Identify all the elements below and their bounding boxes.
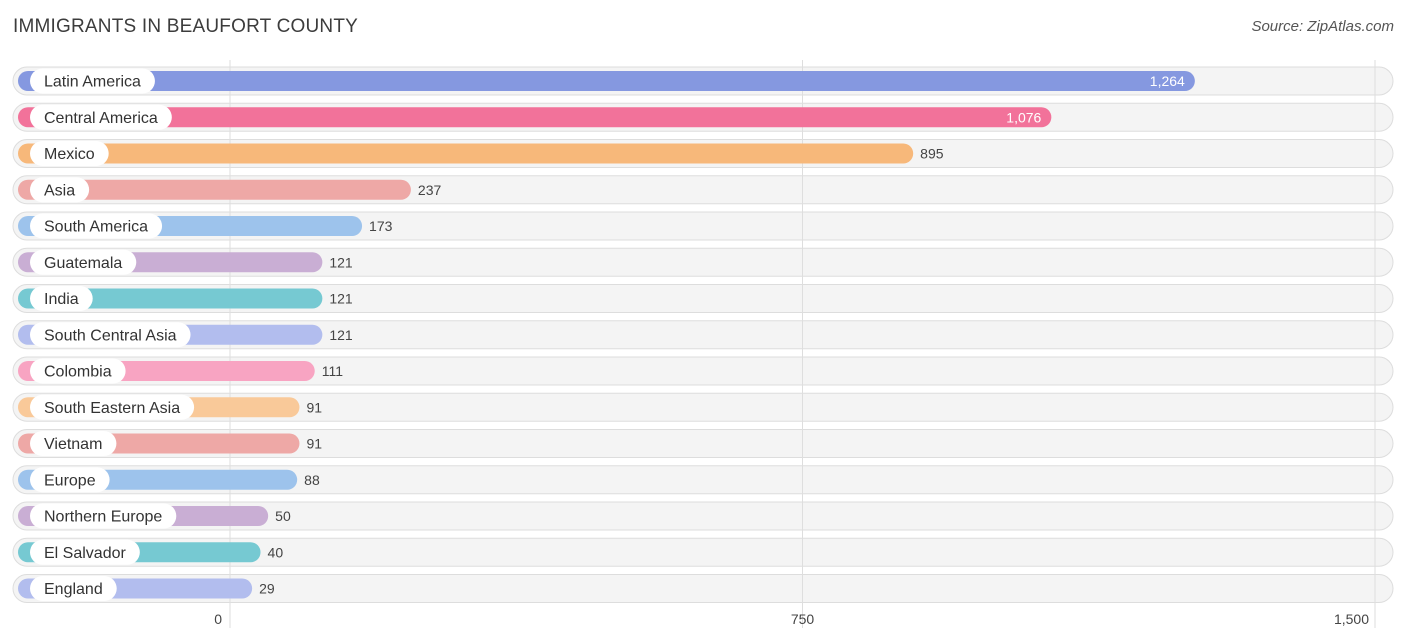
bar-value-label: 121 [329, 291, 353, 307]
bar-category-label: Mexico [44, 146, 95, 163]
bar-label-pill [30, 467, 110, 493]
bar-group: India 121 [18, 286, 353, 311]
bar-group: Asia 237 [18, 177, 442, 203]
bar-group: Vietnam 91 [18, 431, 322, 456]
row-background [12, 537, 1394, 567]
bar-value-label: 1,264 [1150, 73, 1185, 89]
bar-label-pill [30, 177, 90, 203]
bar-label-pill [30, 358, 126, 384]
bar-category-label: South America [44, 219, 148, 236]
bar-value-label: 50 [275, 508, 291, 524]
bar-value-label: 121 [329, 327, 353, 343]
bar-group: South Central Asia 121 [18, 322, 353, 348]
bar-group: South Eastern Asia 91 [18, 394, 322, 420]
bar-label-pill [30, 503, 177, 529]
bar-label-pill [30, 431, 117, 456]
bar-group: El Salvador 40 [18, 539, 284, 565]
bar-category-label: Colombia [44, 364, 112, 381]
bar-label-pill [30, 394, 195, 420]
bar-category-label: England [44, 581, 103, 598]
bar-group: Central America 1,076 [18, 104, 1052, 130]
chart-title: IMMIGRANTS IN BEAUFORT COUNTY [13, 16, 359, 37]
bar-category-label: El Salvador [44, 545, 126, 562]
bar-value-label: 88 [304, 472, 320, 488]
bar-category-label: Asia [44, 182, 75, 199]
x-tick-label: 750 [791, 611, 815, 627]
row-background [12, 247, 1394, 277]
bar-label-pill [30, 68, 155, 94]
bar-value-label: 91 [306, 399, 322, 415]
bar-value-label: 40 [268, 544, 284, 560]
bar-group: Mexico 895 [18, 141, 944, 166]
bar [18, 179, 411, 200]
bar-value-label: 111 [322, 363, 343, 379]
bar-value-label: 237 [418, 182, 442, 198]
bar-label-pill [30, 141, 109, 166]
bar-category-label: India [44, 291, 79, 308]
row-background [12, 356, 1394, 386]
bar-label-pill [30, 249, 137, 275]
bar-label-pill [30, 213, 163, 239]
row-background [12, 284, 1394, 313]
bar-group: Europe 88 [18, 467, 320, 493]
bar-label-pill [30, 576, 117, 601]
bar [18, 288, 323, 309]
bar-group: Guatemala 121 [18, 249, 353, 275]
row-background [12, 501, 1394, 531]
bar-value-label: 895 [920, 146, 944, 162]
bar-value-label: 173 [369, 218, 393, 234]
bar-category-label: Guatemala [44, 255, 122, 272]
row-background [12, 429, 1394, 458]
bar-group: Latin America 1,264 [18, 68, 1195, 94]
bar-label-pill [30, 104, 172, 130]
row-background [12, 320, 1394, 350]
bar-value-label: 121 [329, 254, 353, 270]
bar-category-label: Central America [44, 110, 158, 127]
bar-group: Northern Europe 50 [18, 503, 291, 529]
row-background [12, 465, 1394, 495]
bar-category-label: Northern Europe [44, 509, 162, 526]
bar-label-pill [30, 539, 140, 565]
bar-category-label: South Central Asia [44, 327, 177, 344]
bar [18, 143, 914, 164]
row-background [12, 574, 1394, 603]
chart-source: Source: ZipAtlas.com [1251, 18, 1394, 35]
bar-group: England 29 [18, 576, 275, 601]
row-background [12, 392, 1394, 422]
bar-category-label: Latin America [44, 74, 141, 91]
bar [18, 107, 1052, 128]
bar-category-label: Vietnam [44, 436, 102, 453]
bar [18, 71, 1195, 91]
bar-label-pill [30, 322, 191, 348]
x-tick-label: 0 [214, 611, 222, 627]
bar-value-label: 91 [306, 436, 322, 452]
bar-group: South America 173 [18, 213, 393, 239]
x-tick-label: 1,500 [1334, 611, 1369, 627]
bar-label-pill [30, 286, 93, 311]
bar-group: Colombia 111 [18, 358, 343, 384]
bar-category-label: Europe [44, 472, 96, 489]
bar-value-label: 29 [259, 581, 275, 597]
bar-value-label: 1,076 [1006, 109, 1041, 125]
bar-category-label: South Eastern Asia [44, 400, 180, 417]
